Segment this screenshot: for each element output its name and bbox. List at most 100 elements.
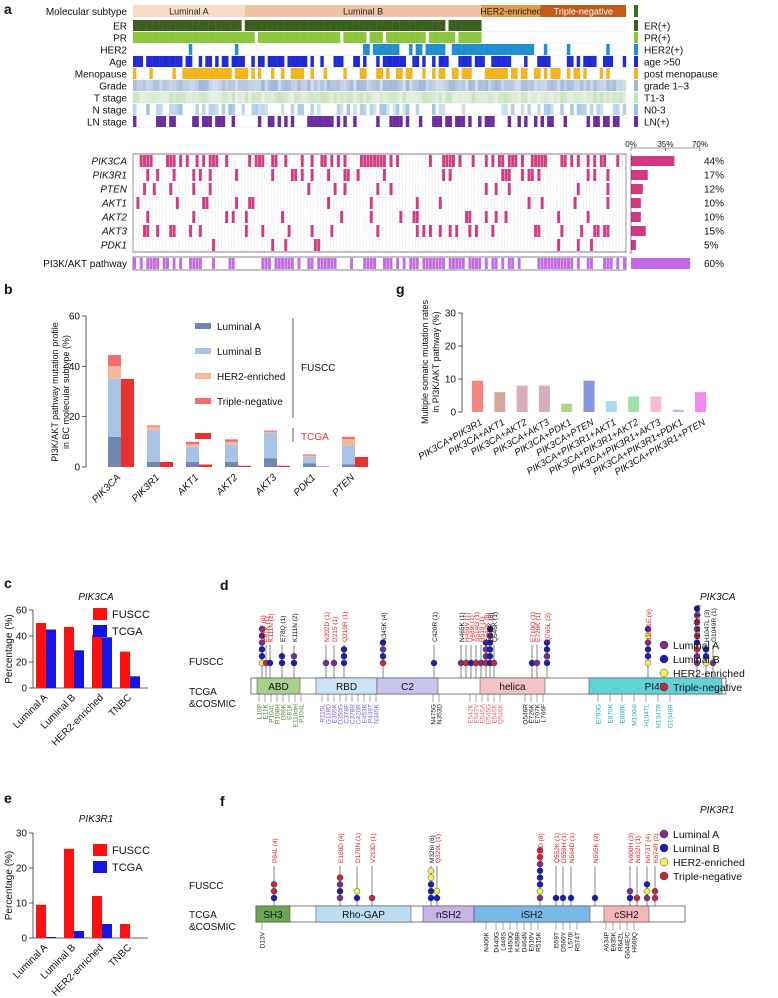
clin-cell xyxy=(313,80,318,91)
d-domain-2 xyxy=(376,677,439,695)
d-dot xyxy=(379,659,387,667)
b-tcga-label: TCGA xyxy=(301,432,329,443)
clin-cell xyxy=(501,68,505,79)
clin-cell xyxy=(294,20,298,31)
d-dot xyxy=(693,646,701,653)
b-bar-AKT1-1 xyxy=(186,446,199,462)
clin-cell xyxy=(576,92,581,103)
clin-cell xyxy=(428,44,433,55)
clin-cell xyxy=(409,20,413,31)
mut-cell xyxy=(415,211,419,223)
clin-cell xyxy=(606,68,610,79)
mut-cell xyxy=(189,225,192,237)
f-domain-4 xyxy=(603,905,650,923)
clin-cell xyxy=(192,92,196,103)
f-bottom-label-10: D560Y xyxy=(561,931,568,952)
clin-cell xyxy=(520,80,525,91)
clin-cell xyxy=(133,56,137,67)
mut-cell xyxy=(327,197,330,209)
clin-cell xyxy=(405,68,410,79)
f-legend-label-1: Luminal B xyxy=(673,843,720,855)
mut-cell xyxy=(527,169,531,181)
pathway-cell xyxy=(622,258,626,269)
pathway-cell xyxy=(448,258,452,269)
d-bottom-label-11: D350G xyxy=(338,704,345,725)
clin-cell xyxy=(566,68,571,79)
clin-cell xyxy=(510,92,515,103)
clin-cell xyxy=(336,20,341,31)
grid-cell xyxy=(622,224,627,238)
mut-cell xyxy=(215,155,219,167)
clin-cell xyxy=(438,44,443,55)
panel-letter-g: g xyxy=(396,281,405,297)
pathway-cell xyxy=(156,258,160,269)
clin-cell xyxy=(215,32,219,43)
clin-cell xyxy=(399,68,403,79)
d-bottom-label-19: N353D xyxy=(437,704,444,725)
clin-cell xyxy=(251,68,255,79)
clin-cell xyxy=(428,80,433,91)
mut-cell xyxy=(389,155,393,167)
clin-cell xyxy=(300,92,305,103)
b-bar-PIK3R1-0 xyxy=(147,461,160,467)
legend-label-3: age >50 xyxy=(644,58,681,69)
clin-cell xyxy=(353,32,357,43)
mut-cell xyxy=(422,225,426,237)
clin-cell xyxy=(478,116,482,127)
clin-cell xyxy=(172,116,176,127)
clin-cell xyxy=(267,116,272,127)
d-bottom-label-26: Q546R xyxy=(523,704,530,725)
panel-letter-a: a xyxy=(4,1,12,17)
mut-cell xyxy=(484,155,488,167)
freq-label-6: 5% xyxy=(704,241,719,252)
b-bar-AKT3-2 xyxy=(264,431,277,434)
e-bar-1-1 xyxy=(74,931,84,938)
mut-cell xyxy=(330,155,334,167)
clin-cell xyxy=(228,20,232,31)
d-bottom-label-27: E726K xyxy=(529,703,536,723)
f-dot xyxy=(368,894,376,902)
c-bar-2-0 xyxy=(92,634,102,688)
pathway-cell xyxy=(389,258,393,269)
clin-cell xyxy=(474,32,479,43)
clin-cell xyxy=(441,80,446,91)
clin-cell xyxy=(261,56,265,67)
clin-cell xyxy=(448,32,452,43)
b-bar-AKT1-3 xyxy=(186,441,199,445)
clin-cell xyxy=(146,80,150,91)
clin-cell xyxy=(277,92,282,103)
mut-cell xyxy=(415,197,419,209)
clin-cell xyxy=(389,20,393,31)
d-legend-label-0: Luminal A xyxy=(673,640,719,652)
clin-cell xyxy=(290,116,295,127)
clin-cell xyxy=(570,92,574,103)
clin-cell xyxy=(527,44,531,55)
pathway-cell xyxy=(425,258,429,269)
clin-cell xyxy=(478,32,482,43)
f-dot xyxy=(427,894,435,902)
clin-cell xyxy=(290,32,295,43)
b-legend-swatch-0 xyxy=(195,323,211,329)
clin-cell xyxy=(533,116,538,127)
mut-cell xyxy=(359,155,363,167)
clin-cell xyxy=(290,68,295,79)
clin-cell xyxy=(481,92,485,103)
mut-cell xyxy=(504,211,508,223)
b-bar-PDK1-3 xyxy=(303,454,316,456)
f-dot xyxy=(336,881,344,888)
clin-cell xyxy=(573,80,577,91)
clin-cell xyxy=(441,32,446,43)
clin-cell xyxy=(179,56,183,67)
clin-cell xyxy=(543,44,548,55)
clin-cell xyxy=(307,80,311,91)
clin-cell xyxy=(501,44,505,55)
pathway-cell xyxy=(189,258,192,269)
d-domain-label-3: helica xyxy=(499,682,526,693)
clin-cell xyxy=(382,20,387,31)
g-bar-10 xyxy=(695,392,706,412)
clin-cell xyxy=(251,20,255,31)
clin-cell xyxy=(494,56,498,67)
clin-cell xyxy=(159,80,163,91)
clin-cell xyxy=(593,116,597,127)
